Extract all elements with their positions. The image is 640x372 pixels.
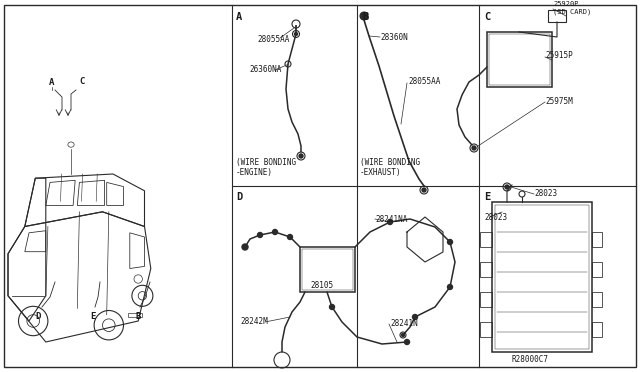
Circle shape — [287, 234, 292, 240]
Bar — [480, 292, 492, 307]
Bar — [495, 205, 589, 349]
Text: (WIRE BONDING: (WIRE BONDING — [236, 157, 296, 167]
Circle shape — [472, 146, 476, 150]
Text: C: C — [484, 12, 490, 22]
Circle shape — [257, 232, 262, 237]
Bar — [480, 322, 492, 337]
Text: A: A — [49, 78, 54, 87]
Bar — [487, 32, 552, 87]
Text: -ENGINE): -ENGINE) — [236, 167, 273, 176]
Circle shape — [387, 219, 392, 224]
Bar — [592, 232, 602, 247]
Text: 28055AA: 28055AA — [408, 77, 440, 87]
Text: 28241N: 28241N — [390, 320, 418, 328]
Text: A: A — [236, 12, 243, 22]
Bar — [548, 10, 566, 22]
Text: 28023: 28023 — [534, 189, 557, 199]
Text: 28242M: 28242M — [240, 317, 268, 327]
Text: 28360N: 28360N — [380, 32, 408, 42]
Text: B: B — [135, 312, 141, 321]
Text: C: C — [79, 77, 84, 86]
Text: D: D — [35, 312, 41, 321]
Text: B: B — [362, 12, 368, 22]
Bar — [592, 292, 602, 307]
Circle shape — [330, 305, 335, 310]
Bar — [300, 247, 355, 292]
Circle shape — [505, 185, 509, 189]
Bar — [480, 232, 492, 247]
Text: E: E — [90, 312, 96, 321]
Bar — [592, 262, 602, 277]
Circle shape — [242, 244, 248, 250]
Bar — [492, 202, 592, 352]
Text: 25975M: 25975M — [545, 97, 573, 106]
Text: 25915P: 25915P — [545, 51, 573, 61]
Text: 25920P: 25920P — [553, 1, 579, 7]
Text: 28241NA: 28241NA — [375, 215, 408, 224]
Circle shape — [447, 240, 452, 244]
Circle shape — [299, 154, 303, 158]
Text: 28055AA: 28055AA — [257, 35, 289, 44]
Text: 26360NA: 26360NA — [249, 65, 282, 74]
Circle shape — [294, 32, 298, 35]
Text: 28023: 28023 — [484, 212, 507, 221]
Circle shape — [273, 230, 278, 234]
Circle shape — [422, 188, 426, 192]
Circle shape — [413, 314, 417, 320]
Bar — [480, 262, 492, 277]
Circle shape — [404, 340, 410, 344]
Bar — [302, 249, 353, 290]
Text: 28105: 28105 — [310, 282, 333, 291]
Circle shape — [401, 334, 404, 337]
Text: -EXHAUST): -EXHAUST) — [360, 167, 402, 176]
Text: (SD CARD): (SD CARD) — [553, 9, 591, 15]
Text: (WIRE BONDING: (WIRE BONDING — [360, 157, 420, 167]
Circle shape — [447, 285, 452, 289]
Bar — [592, 322, 602, 337]
Bar — [128, 312, 142, 317]
Text: D: D — [236, 192, 243, 202]
Text: E: E — [484, 192, 490, 202]
Text: R28000C7: R28000C7 — [511, 356, 548, 365]
Bar — [489, 34, 550, 85]
Circle shape — [360, 12, 368, 20]
